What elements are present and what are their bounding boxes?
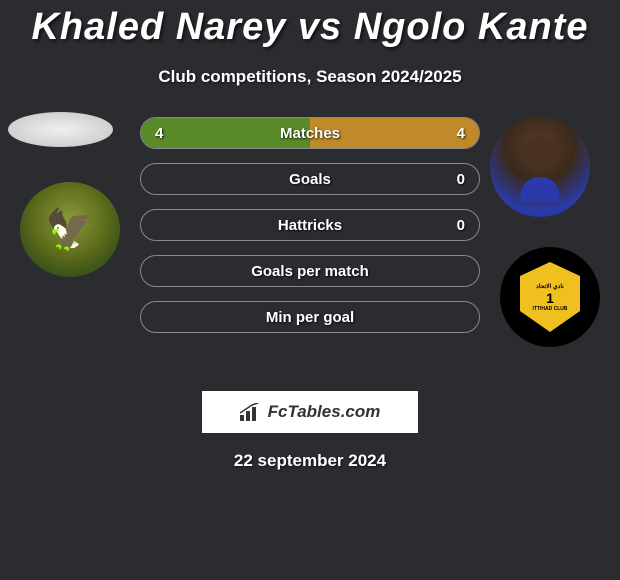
branding-box[interactable]: FcTables.com xyxy=(202,391,418,433)
stat-bar: Goals 0 xyxy=(140,163,480,195)
player-right-avatar xyxy=(490,117,590,217)
club-left-badge: 🦅 xyxy=(20,182,120,277)
player-silhouette-icon xyxy=(510,132,570,202)
stat-bar: Hattricks 0 xyxy=(140,209,480,241)
stat-value-right: 0 xyxy=(457,217,465,234)
stat-value-left: 4 xyxy=(155,125,163,142)
stat-value-right: 4 xyxy=(457,125,465,142)
comparison-title: Khaled Narey vs Ngolo Kante xyxy=(0,0,620,49)
stat-bars: 4 Matches 4 Goals 0 Hattricks 0 Goals per match… xyxy=(140,117,480,347)
stat-label: Goals xyxy=(289,171,331,188)
stat-label: Min per goal xyxy=(266,309,354,326)
stat-bar: Min per goal xyxy=(140,301,480,333)
stat-value-right: 0 xyxy=(457,171,465,188)
stat-label: Hattricks xyxy=(278,217,342,234)
branding-text: FcTables.com xyxy=(268,402,381,422)
ittihad-badge-icon: نادي الاتحاد 1 ITTIHAD CLUB xyxy=(520,262,580,332)
comparison-date: 22 september 2024 xyxy=(0,451,620,471)
stat-bar: Goals per match xyxy=(140,255,480,287)
stat-label: Matches xyxy=(280,125,340,142)
club-right-badge: نادي الاتحاد 1 ITTIHAD CLUB xyxy=(500,247,600,347)
player-left-avatar xyxy=(8,112,113,147)
comparison-subtitle: Club competitions, Season 2024/2025 xyxy=(0,67,620,87)
stat-bar: 4 Matches 4 xyxy=(140,117,480,149)
stat-label: Goals per match xyxy=(251,263,369,280)
chart-icon xyxy=(240,403,262,421)
eagle-icon: 🦅 xyxy=(45,206,95,253)
comparison-content: 🦅 نادي الاتحاد 1 ITTIHAD CLUB 4 Matches 4 G… xyxy=(0,117,620,367)
